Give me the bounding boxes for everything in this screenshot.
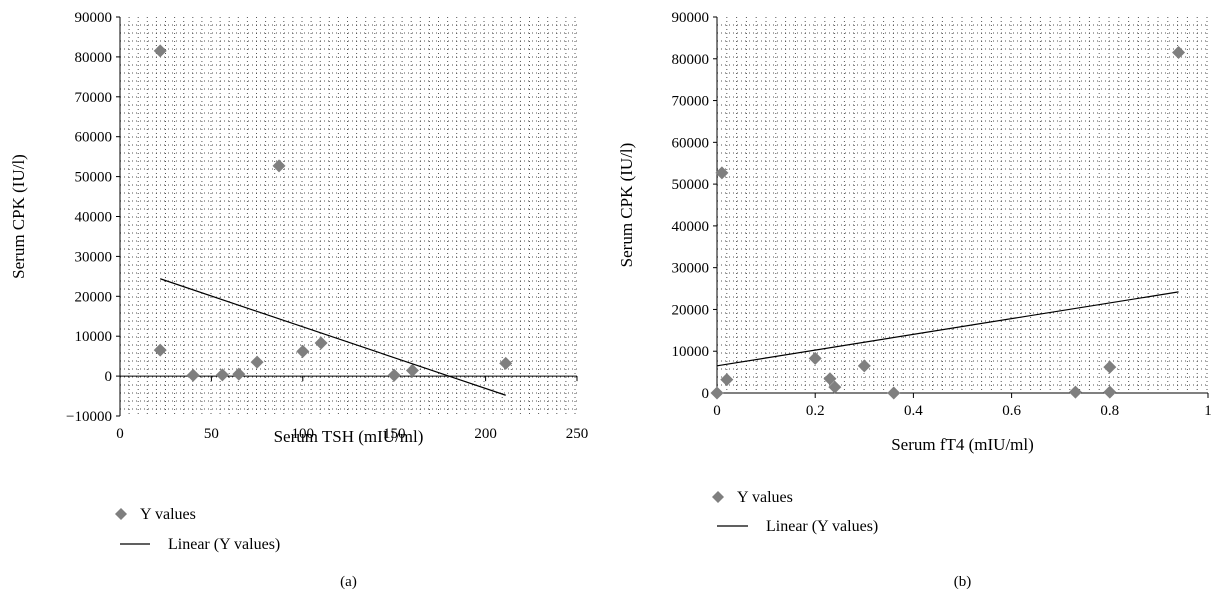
data-point xyxy=(153,44,167,58)
x-tick-label: 200 xyxy=(474,426,497,442)
data-point xyxy=(215,368,229,382)
legend-label-linear: Linear (Y values) xyxy=(766,518,878,535)
x-tick-label: 50 xyxy=(204,426,219,442)
x-axis-label: Serum fT4 (mIU/ml) xyxy=(891,435,1034,454)
x-tick-label: 100 xyxy=(292,426,315,442)
data-point xyxy=(296,344,310,358)
legend-label-linear: Linear (Y values) xyxy=(168,536,280,553)
y-tick-label: 60000 xyxy=(672,135,710,151)
chart-panel-a: −100000100002000030000400005000060000700… xyxy=(9,10,588,590)
y-tick-label: 10000 xyxy=(75,329,113,345)
data-point xyxy=(250,355,264,369)
data-point xyxy=(823,372,837,386)
x-tick-label: 0 xyxy=(116,426,124,442)
y-axis-label: Serum CPK (IU/l) xyxy=(617,143,636,268)
data-point xyxy=(715,166,729,180)
data-point xyxy=(720,373,734,387)
legend-diamond-icon xyxy=(712,491,724,503)
y-axis-label: Serum CPK (IU/l) xyxy=(9,154,28,279)
y-tick-label: 80000 xyxy=(75,50,113,66)
legend-label-scatter: Y values xyxy=(140,506,196,523)
dotted-grid xyxy=(120,17,577,416)
data-point xyxy=(1103,385,1117,399)
x-tick-label: 0.6 xyxy=(1002,403,1021,419)
x-axis-label: Serum TSH (mIU/ml) xyxy=(274,427,424,446)
data-point xyxy=(1068,385,1082,399)
data-point xyxy=(887,386,901,400)
legend: Y values Linear (Y values) xyxy=(712,489,878,535)
dotted-grid xyxy=(717,17,1208,393)
y-tick-label: 30000 xyxy=(672,261,710,277)
x-tick-label: 0.8 xyxy=(1100,403,1119,419)
data-point xyxy=(387,368,401,382)
y-tick-label: 50000 xyxy=(75,170,113,186)
x-tick-label: 0.2 xyxy=(806,403,825,419)
data-point xyxy=(1172,46,1186,60)
panel-label: (b) xyxy=(954,574,972,590)
y-tick-label: 70000 xyxy=(672,94,710,110)
legend: Y values Linear (Y values) xyxy=(115,506,280,553)
trendline xyxy=(160,278,506,396)
y-tick-label: 20000 xyxy=(75,289,113,305)
data-point xyxy=(153,343,167,357)
y-tick-label: 40000 xyxy=(672,219,710,235)
x-tick-label: 0.4 xyxy=(904,403,923,419)
y-tick-label: 30000 xyxy=(75,249,113,265)
data-point xyxy=(499,356,513,370)
y-tick-label: 90000 xyxy=(672,10,710,26)
y-tick-label: 90000 xyxy=(75,10,113,26)
data-point xyxy=(314,336,328,350)
y-tick-label: 0 xyxy=(105,369,113,385)
y-tick-label: −10000 xyxy=(66,409,112,425)
trendline xyxy=(716,291,1179,367)
y-tick-label: 10000 xyxy=(672,344,710,360)
data-point xyxy=(232,367,246,381)
data-point xyxy=(828,380,842,394)
y-tick-label: 0 xyxy=(702,386,710,402)
chart-panel-b: 0 10000 20000 30000 40000 50000 60000 70000 8000… xyxy=(617,10,1212,590)
x-tick-label: 150 xyxy=(383,426,406,442)
data-point xyxy=(272,159,286,173)
data-point xyxy=(186,368,200,382)
y-tick-label: 60000 xyxy=(75,130,113,146)
legend-label-scatter: Y values xyxy=(737,489,793,506)
y-tick-label: 50000 xyxy=(672,177,710,193)
x-tick-label: 250 xyxy=(566,426,589,442)
x-tick-label: 1 xyxy=(1204,403,1212,419)
y-tick-label: 70000 xyxy=(75,90,113,106)
y-tick-label: 40000 xyxy=(75,210,113,226)
y-tick-label: 20000 xyxy=(672,302,710,318)
data-point xyxy=(710,386,724,400)
data-point xyxy=(405,364,419,378)
data-point xyxy=(857,359,871,373)
y-tick-label: 80000 xyxy=(672,52,710,68)
panel-label: (a) xyxy=(340,574,357,590)
legend-diamond-icon xyxy=(115,508,127,520)
x-tick-label: 0 xyxy=(713,403,721,419)
data-point xyxy=(1103,360,1117,374)
data-point xyxy=(808,351,822,365)
